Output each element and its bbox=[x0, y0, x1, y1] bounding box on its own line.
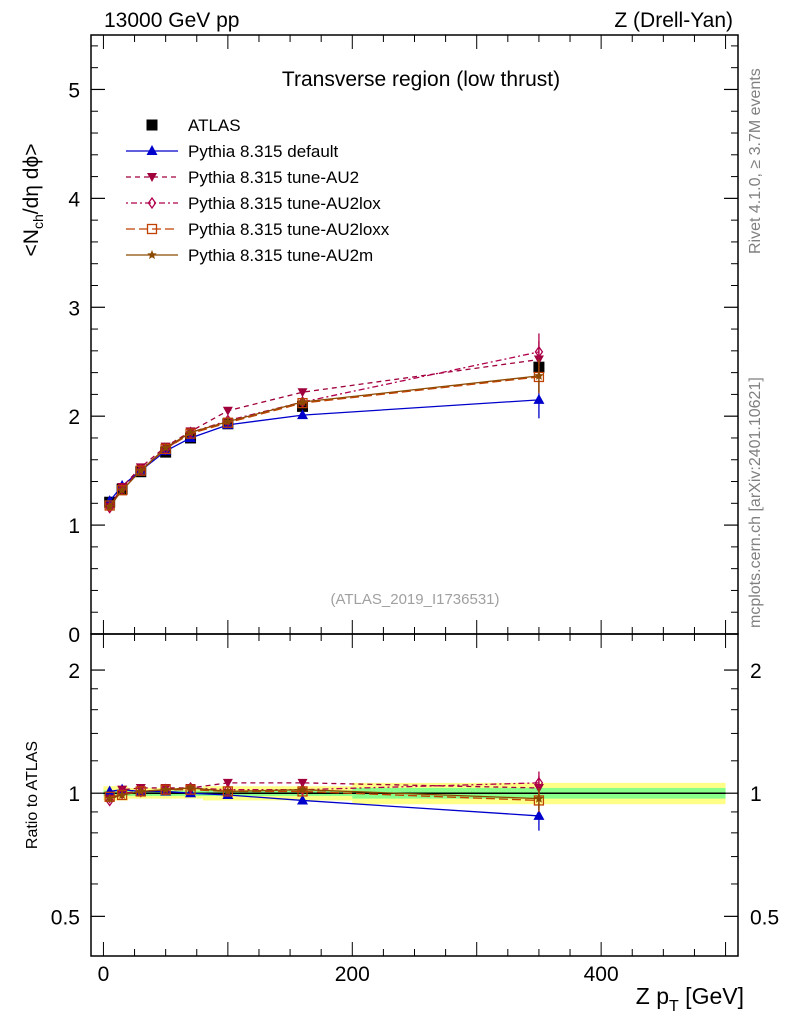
ratio-point bbox=[117, 787, 127, 800]
legend-item: ATLAS bbox=[146, 116, 241, 135]
legend-item: Pythia 8.315 tune-AU2 bbox=[126, 168, 359, 187]
analysis-watermark: (ATLAS_2019_I1736531) bbox=[330, 591, 499, 608]
main-y-tick-label: 2 bbox=[68, 406, 80, 429]
legend-marker bbox=[146, 119, 158, 131]
ratio-point bbox=[117, 790, 127, 799]
ratio-y-tick-label-right: 2 bbox=[750, 660, 762, 683]
ratio-point bbox=[104, 793, 115, 803]
ratio-point bbox=[297, 784, 308, 794]
main-y-tick-label: 3 bbox=[68, 297, 80, 320]
series-pythia-8-315-tune-au2lox bbox=[105, 333, 544, 514]
data-point bbox=[534, 370, 544, 380]
main-data-layer bbox=[104, 333, 545, 514]
ratio-point bbox=[136, 786, 146, 796]
series-line bbox=[109, 351, 540, 509]
ratio-point bbox=[185, 783, 196, 792]
ratio-line bbox=[109, 782, 539, 800]
ratio-y-tick-label: 1 bbox=[68, 783, 80, 806]
ratio-point bbox=[297, 794, 309, 805]
x-tick-label: 0 bbox=[98, 963, 110, 986]
legend-label: ATLAS bbox=[188, 116, 241, 135]
ratio-y-axis-label: Ratio to ATLAS bbox=[24, 741, 41, 849]
data-point bbox=[185, 427, 196, 437]
series-line bbox=[109, 376, 539, 506]
legend-marker bbox=[147, 250, 157, 259]
data-point bbox=[104, 500, 115, 511]
ratio-point bbox=[533, 809, 545, 820]
series-line bbox=[109, 358, 540, 507]
data-point bbox=[534, 345, 544, 359]
ratio-y-tick-label: 0.5 bbox=[51, 906, 80, 929]
legend: ATLAS Pythia 8.315 default Pythia 8.315 tu… bbox=[126, 116, 390, 265]
data-point bbox=[160, 442, 171, 452]
main-y-tick-label: 0 bbox=[68, 624, 80, 647]
legend-marker bbox=[146, 223, 158, 235]
header-energy-label: 13000 GeV pp bbox=[104, 9, 239, 32]
svg-text:<Nch/dη dϕ>: <Nch/dη dϕ> bbox=[20, 144, 46, 257]
ratio-point bbox=[297, 778, 308, 788]
x-tick-label: 400 bbox=[584, 963, 619, 986]
legend-item: Pythia 8.315 tune-AU2loxx bbox=[126, 220, 390, 239]
chart-title: Transverse region (low thrust) bbox=[282, 68, 560, 91]
data-point bbox=[117, 485, 127, 495]
svg-text:Z pT [GeV]: Z pT [GeV] bbox=[636, 983, 744, 1015]
series-line bbox=[109, 399, 539, 502]
main-axes: 0 1 2 3 4 5 bbox=[68, 35, 738, 647]
legend-label: Pythia 8.315 tune-AU2lox bbox=[188, 194, 381, 213]
ratio-data-layer bbox=[103, 771, 726, 831]
main-y-tick-label: 4 bbox=[68, 188, 80, 211]
ratio-point bbox=[223, 783, 233, 796]
series-line bbox=[109, 375, 539, 507]
ratio-point bbox=[534, 776, 544, 789]
data-point bbox=[136, 465, 146, 475]
main-y-axis-label: <Nch/dη dϕ> bbox=[20, 144, 46, 257]
data-point bbox=[223, 416, 233, 426]
legend-item: Pythia 8.315 default bbox=[126, 142, 339, 161]
ratio-y-tick-label: 2 bbox=[68, 660, 80, 683]
legend-label: Pythia 8.315 tune-AU2loxx bbox=[188, 220, 390, 239]
main-y-tick-label: 5 bbox=[68, 79, 80, 102]
ratio-point bbox=[223, 786, 233, 796]
data-point bbox=[104, 501, 115, 511]
ratio-series-pythia-8-315-tune-au2m bbox=[104, 783, 544, 810]
ratio-point bbox=[160, 784, 171, 794]
x-tick-label: 200 bbox=[335, 963, 370, 986]
legend-item: Pythia 8.315 tune-AU2m bbox=[126, 246, 373, 265]
x-axis-label: Z pT [GeV] bbox=[636, 983, 744, 1015]
data-point bbox=[223, 414, 233, 427]
header-process-label: Z (Drell-Yan) bbox=[614, 9, 733, 32]
series-atlas bbox=[104, 361, 545, 508]
legend-label: Pythia 8.315 tune-AU2 bbox=[188, 168, 359, 187]
legend-marker bbox=[147, 196, 157, 210]
legend-label: Pythia 8.315 default bbox=[188, 142, 339, 161]
rivet-version-label: Rivet 4.1.0, ≥ 3.7M events bbox=[747, 68, 764, 254]
ratio-panel: 0.5 0.5 1 1 2 2 0 200 400 Ratio to ATLAS Z pT [G… bbox=[24, 633, 779, 1015]
series-pythia-8-315-tune-au2 bbox=[104, 341, 544, 512]
legend-marker bbox=[147, 173, 157, 182]
mcplots-label: mcplots.cern.ch [arXiv:2401.10621] bbox=[747, 377, 764, 628]
legend-item: Pythia 8.315 tune-AU2lox bbox=[126, 194, 381, 213]
ratio-point bbox=[222, 778, 233, 788]
main-panel: 0 1 2 3 4 5 Transverse region (low thrust) (A… bbox=[20, 34, 739, 647]
ratio-y-tick-label-right: 1 bbox=[750, 783, 762, 806]
legend-marker bbox=[146, 145, 158, 155]
data-point bbox=[297, 397, 308, 407]
data-point bbox=[297, 388, 308, 398]
legend-label: Pythia 8.315 tune-AU2m bbox=[188, 246, 373, 265]
data-point bbox=[533, 393, 545, 404]
data-point bbox=[222, 406, 233, 416]
data-point bbox=[297, 409, 309, 420]
ratio-y-tick-label-right: 0.5 bbox=[750, 906, 779, 929]
main-y-tick-label: 1 bbox=[68, 515, 80, 538]
ratio-point bbox=[534, 793, 544, 803]
ratio-axes: 0.5 0.5 1 1 2 2 0 200 400 bbox=[51, 634, 779, 986]
series-pythia-8-315-tune-au2m bbox=[104, 359, 544, 511]
